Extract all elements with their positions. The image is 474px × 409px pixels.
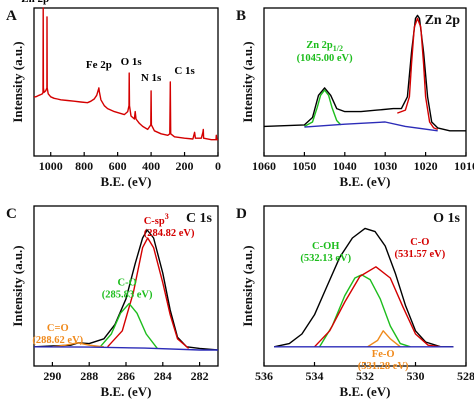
- series-line-4: [367, 330, 401, 348]
- x-tick-label: 1050: [292, 159, 316, 173]
- x-tick-label: 600: [109, 159, 127, 173]
- plot-frame: [263, 7, 467, 157]
- peak-annotation: Zn 2p1/2: [306, 40, 343, 53]
- peak-annotation: (288.62 eV): [32, 335, 83, 346]
- panel-title: C 1s: [186, 211, 213, 226]
- panel-letter: B: [236, 8, 246, 24]
- panel-title: Zn 2p: [425, 13, 461, 28]
- peak-annotation: (1045.00 eV): [297, 53, 353, 64]
- series-line-1: [263, 14, 466, 132]
- peak-annotation: Fe 2p: [86, 59, 112, 71]
- peak-annotation: (532.13 eV): [300, 253, 351, 264]
- peak-annotation: N 1s: [141, 72, 162, 84]
- y-axis-title: Intensity (a.u.): [240, 41, 255, 122]
- peak-annotation: C-O: [410, 237, 429, 248]
- x-tick-label: 290: [43, 369, 61, 383]
- x-tick-label: 286: [117, 369, 135, 383]
- peak-annotation: C=O: [47, 323, 69, 334]
- panel-d: 536 534 532 530 528 B.E. (eV) Intensity (a.u.)…: [236, 205, 474, 399]
- x-tick-label: 282: [191, 369, 209, 383]
- x-axis-title: B.E. (eV): [340, 174, 391, 189]
- x-tick-label: 800: [75, 159, 93, 173]
- x-tick-label: 528: [457, 369, 474, 383]
- plot-frame: [263, 205, 467, 367]
- x-tick-label: 0: [215, 159, 221, 173]
- peak-annotation: Fe-O: [372, 349, 395, 360]
- x-tick-label: 532: [356, 369, 374, 383]
- panel-c: 290 288 286 284 282 B.E. (eV) Intensity (a.u.)…: [6, 205, 219, 399]
- series-line-3: [313, 266, 441, 348]
- panel-b: 1060 1050 1040 1030 1020 1010 B.E. (eV) Intensi…: [236, 7, 474, 189]
- plot-frame: [33, 7, 219, 157]
- series-line-2: [319, 274, 411, 348]
- y-axis-title: Intensity (a.u.): [240, 245, 255, 326]
- peak-annotation: (531.57 eV): [394, 249, 445, 260]
- x-tick-label: 400: [142, 159, 160, 173]
- x-tick-label: 1040: [333, 159, 357, 173]
- peak-annotation: Zn 2p: [21, 0, 49, 5]
- series-line-4: [52, 342, 104, 348]
- x-axis-title: B.E. (eV): [101, 174, 152, 189]
- y-axis-title: Intensity (a.u.): [10, 41, 25, 122]
- x-tick-label: 1010: [454, 159, 474, 173]
- x-axis-title: B.E. (eV): [340, 384, 391, 399]
- peak-annotation: (284.82 eV): [144, 228, 195, 239]
- x-tick-label: 288: [80, 369, 98, 383]
- series-line-4: [304, 121, 438, 132]
- x-tick-label: 284: [154, 369, 172, 383]
- panel-title: O 1s: [433, 211, 460, 226]
- panel-letter: A: [6, 8, 17, 24]
- peak-annotation: C 1s: [174, 65, 195, 77]
- x-tick-label: 530: [407, 369, 425, 383]
- panel-letter: C: [6, 206, 17, 222]
- peak-annotation: C-OH: [312, 241, 339, 252]
- x-tick-label: 536: [255, 369, 273, 383]
- x-tick-label: 1020: [414, 159, 438, 173]
- x-tick-label: 1000: [39, 159, 63, 173]
- series-line-3: [99, 302, 158, 349]
- x-tick-label: 200: [176, 159, 194, 173]
- panel-a: 1000 800 600 400 200 0 B.E. (eV) Intensity (a.u…: [6, 0, 221, 189]
- series-line-2: [107, 237, 190, 349]
- x-tick-label: 1060: [252, 159, 276, 173]
- panel-letter: D: [236, 206, 247, 222]
- series-line-2: [397, 17, 438, 131]
- peak-annotation: (285.83 eV): [102, 290, 153, 301]
- series-line-3: [304, 89, 342, 128]
- x-tick-label: 534: [306, 369, 324, 383]
- series-line-1: [34, 7, 218, 141]
- x-axis-title: B.E. (eV): [101, 384, 152, 399]
- x-tick-label: 1030: [373, 159, 397, 173]
- peak-annotation: (531.28 eV): [358, 361, 409, 372]
- peak-annotation: C-sp3: [144, 212, 169, 227]
- peak-annotation: C-O: [118, 278, 137, 289]
- peak-annotation: O 1s: [121, 56, 143, 68]
- series-line-5: [33, 346, 218, 351]
- series-line-1: [273, 227, 454, 348]
- y-axis-title: Intensity (a.u.): [10, 245, 25, 326]
